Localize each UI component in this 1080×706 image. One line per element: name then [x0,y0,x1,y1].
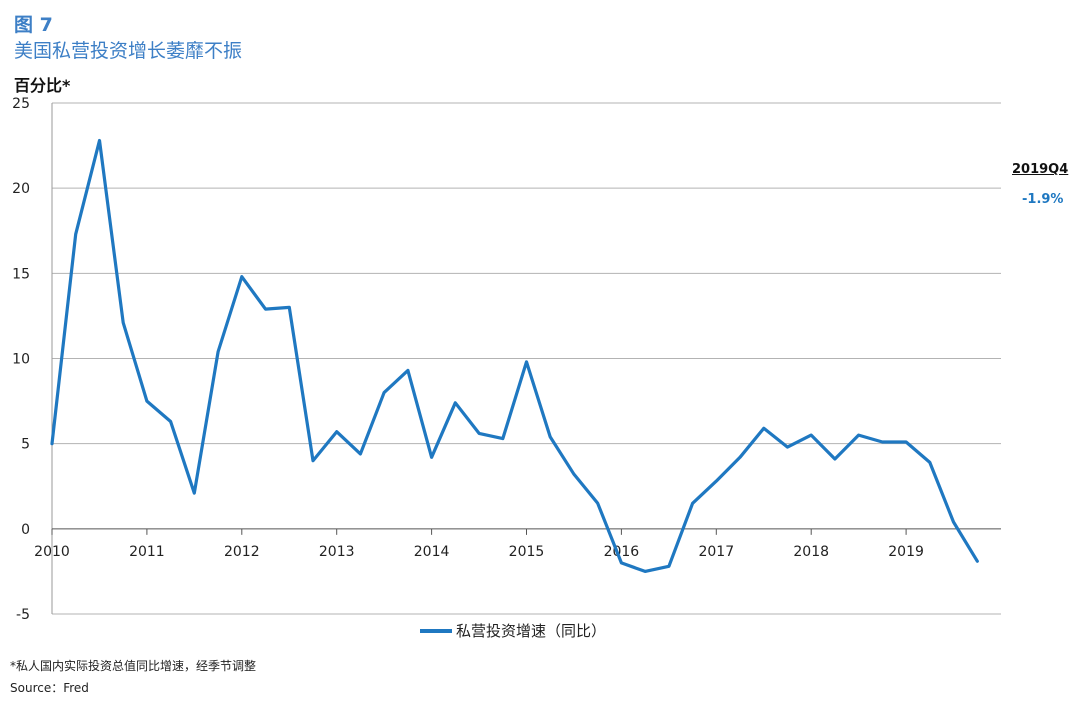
data-point [430,455,434,459]
x-tick-label: 2010 [34,544,70,560]
series-line [50,138,979,574]
data-point [880,440,884,444]
data-point [643,569,647,573]
y-tick-label: 5 [21,437,30,453]
y-tick-label: -5 [16,607,30,623]
data-point [145,399,149,403]
data-point [501,437,505,441]
data-point [311,459,315,463]
y-tick-label: 15 [12,266,30,282]
x-tick-label: 2017 [698,544,734,560]
data-point [857,433,861,437]
x-tick-label: 2015 [509,544,545,560]
x-tick-label: 2019 [888,544,924,560]
data-point [216,350,220,354]
y-tick-label: 10 [12,352,30,368]
data-point [169,420,173,424]
data-point [525,360,529,364]
data-point [121,321,125,325]
data-point [50,442,54,446]
data-point [453,401,457,405]
data-point [785,445,789,449]
data-point [952,520,956,524]
data-point [335,430,339,434]
data-point [358,452,362,456]
data-point [833,457,837,461]
data-point [74,232,78,236]
y-axis-unit-label: 百分比* [14,76,71,95]
x-tick-label: 2011 [129,544,165,560]
y-tick-label: 25 [12,96,30,112]
data-point [406,368,410,372]
data-point [548,435,552,439]
data-point [572,472,576,476]
source-note: Source：Fred [10,681,89,695]
data-point [382,391,386,395]
data-point [596,501,600,505]
x-tick-label: 2014 [414,544,450,560]
chart-title: 美国私营投资增长萎靡不振 [14,40,243,62]
data-point [904,440,908,444]
data-point [287,305,291,309]
legend-label: 私营投资增速（同比） [456,622,607,640]
x-tick-label: 2016 [604,544,640,560]
x-tick-label: 2012 [224,544,260,560]
legend: 私营投资增速（同比） [420,620,606,641]
x-tick-label: 2018 [793,544,829,560]
data-point [928,460,932,464]
callout-value: -1.9% [1022,192,1064,207]
data-point [714,479,718,483]
x-tick-label: 2013 [319,544,355,560]
data-point [738,455,742,459]
y-tick-label: 20 [12,181,30,197]
data-point [975,559,979,563]
legend-swatch [420,628,452,633]
data-point [264,307,268,311]
data-point [240,275,244,279]
data-point [667,564,671,568]
data-point [809,433,813,437]
data-point [619,561,623,565]
data-point [691,501,695,505]
data-point [762,426,766,430]
figure-label: 图 7 [14,14,53,36]
data-point [97,138,101,142]
footnote: *私人国内实际投资总值同比增速，经季节调整 [10,659,257,673]
callout-period: 2019Q4 [1012,162,1069,177]
y-tick-label: 0 [21,522,30,538]
data-point [192,491,196,495]
data-point [477,431,481,435]
